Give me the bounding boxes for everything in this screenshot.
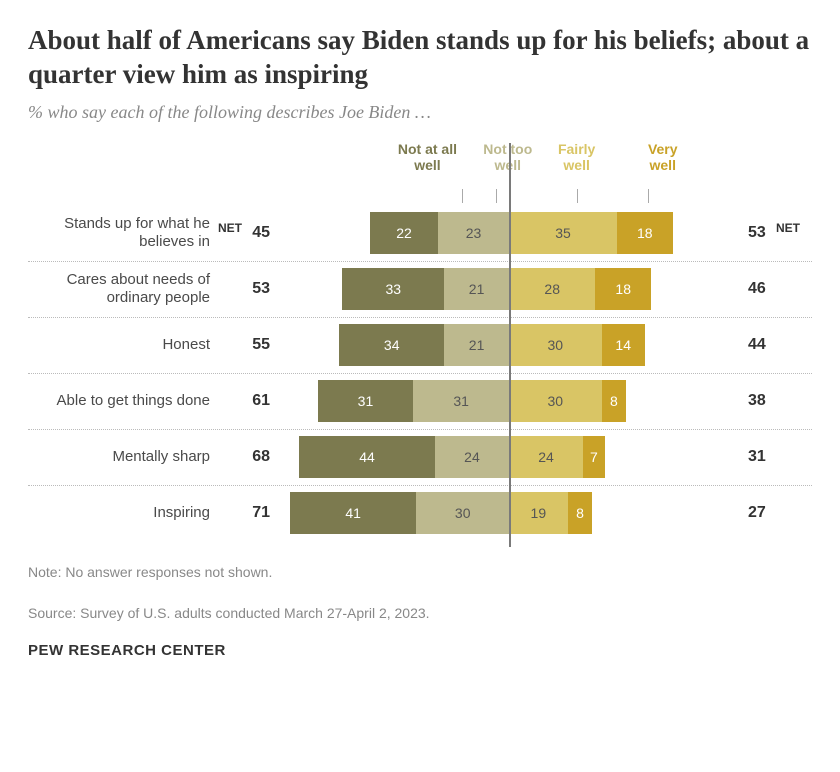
seg-not-too: 24: [435, 436, 509, 478]
net-negative: 71: [216, 504, 282, 522]
diverging-bar-chart: Not at all well Not too well Fairly well Ve…: [28, 141, 812, 541]
net-negative: 53: [216, 280, 282, 298]
seg-very: 18: [617, 212, 673, 254]
net-positive: 38: [736, 392, 812, 410]
seg-very: 18: [595, 268, 651, 310]
row-label: Able to get things done: [28, 392, 216, 410]
center-axis: [509, 143, 511, 547]
seg-fairly: 19: [509, 492, 568, 534]
net-negative: 45NET: [216, 224, 282, 242]
chart-note: Note: No answer responses not shown.: [28, 563, 812, 583]
seg-not-at-all: 34: [339, 324, 444, 366]
seg-very: 8: [568, 492, 593, 534]
chart-row: Honest55 2134 3014 44: [28, 317, 812, 373]
chart-subtitle: % who say each of the following describe…: [28, 102, 812, 123]
row-label: Mentally sharp: [28, 448, 216, 466]
net-negative: 68: [216, 448, 282, 466]
seg-not-too: 21: [444, 324, 509, 366]
seg-not-too: 31: [413, 380, 509, 422]
seg-not-at-all: 31: [318, 380, 414, 422]
seg-not-at-all: 44: [299, 436, 435, 478]
seg-fairly: 30: [509, 380, 602, 422]
net-negative: 61: [216, 392, 282, 410]
chart-source: Source: Survey of U.S. adults conducted …: [28, 604, 812, 624]
seg-fairly: 28: [509, 268, 595, 310]
seg-fairly: 30: [509, 324, 602, 366]
legend-label: Fairly well: [558, 141, 595, 173]
row-label: Honest: [28, 336, 216, 354]
row-label: Stands up for what he believes in: [28, 215, 216, 251]
net-positive: 53NET: [736, 224, 812, 242]
seg-not-at-all: 22: [370, 212, 438, 254]
seg-not-too: 30: [416, 492, 509, 534]
net-positive: 46: [736, 280, 812, 298]
seg-very: 14: [602, 324, 645, 366]
seg-not-too: 23: [438, 212, 509, 254]
net-positive: 31: [736, 448, 812, 466]
chart-row: Inspiring71 3041 198 27: [28, 485, 812, 541]
net-positive: 44: [736, 336, 812, 354]
seg-not-too: 21: [444, 268, 509, 310]
seg-very: 7: [583, 436, 605, 478]
seg-fairly: 35: [509, 212, 617, 254]
chart-title: About half of Americans say Biden stands…: [28, 24, 812, 92]
chart-row: Stands up for what he believes in45NET 23…: [28, 205, 812, 261]
net-negative: 55: [216, 336, 282, 354]
footer-attribution: PEW RESEARCH CENTER: [28, 642, 812, 659]
chart-row: Able to get things done61313130838: [28, 373, 812, 429]
row-label: Cares about needs of ordinary people: [28, 271, 216, 307]
seg-fairly: 24: [509, 436, 583, 478]
legend-label: Not too well: [483, 141, 532, 173]
chart-row: Mentally sharp68244424731: [28, 429, 812, 485]
seg-very: 8: [602, 380, 627, 422]
chart-row: Cares about needs of ordinary people53 21…: [28, 261, 812, 317]
row-label: Inspiring: [28, 504, 216, 522]
legend-label: Very well: [648, 141, 678, 173]
seg-not-at-all: 41: [290, 492, 417, 534]
legend-label: Not at all well: [398, 141, 457, 173]
legend: Not at all well Not too well Fairly well Ve…: [28, 141, 812, 199]
net-positive: 27: [736, 504, 812, 522]
seg-not-at-all: 33: [342, 268, 444, 310]
